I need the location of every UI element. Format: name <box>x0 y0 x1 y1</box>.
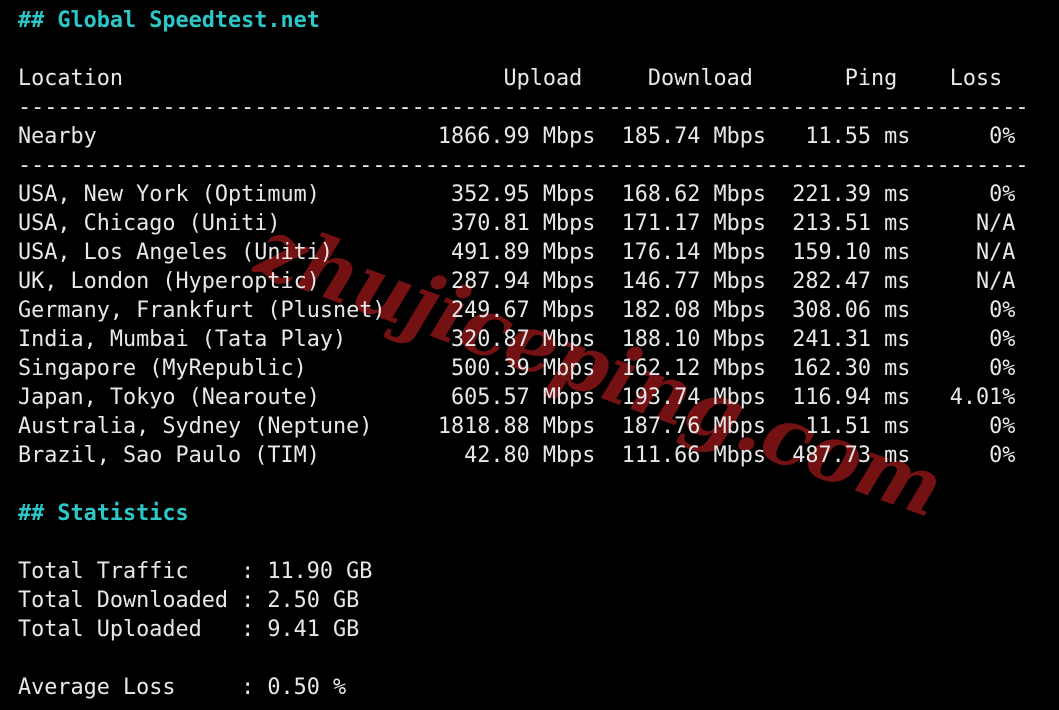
stat-line: Total Uploaded : 9.41 GB <box>18 617 360 642</box>
table-divider: ----------------------------------------… <box>18 153 1029 178</box>
blank-line <box>18 644 1028 673</box>
table-row: UK, London (Hyperoptic) 287.94 Mbps 146.… <box>18 269 1016 294</box>
table-divider: ----------------------------------------… <box>18 95 1029 120</box>
table-row: USA, Chicago (Uniti) 370.81 Mbps 171.17 … <box>18 211 1016 236</box>
table-row-nearby: Nearby 1866.99 Mbps 185.74 Mbps 11.55 ms… <box>18 124 1016 149</box>
table-row: USA, New York (Optimum) 352.95 Mbps 168.… <box>18 182 1016 207</box>
blank-line <box>18 35 1028 64</box>
stat-line-average-loss: Average Loss : 0.50 % <box>18 675 347 700</box>
section-heading-speedtest: ## Global Speedtest.net <box>18 8 320 33</box>
table-row: Brazil, Sao Paulo (TIM) 42.80 Mbps 111.6… <box>18 443 1016 468</box>
terminal-output: ## Global Speedtest.net Location Upload D… <box>18 6 1028 702</box>
table-header: Location Upload Download Ping Loss <box>18 66 1003 91</box>
blank-line <box>18 528 1028 557</box>
table-row: India, Mumbai (Tata Play) 320.87 Mbps 18… <box>18 327 1016 352</box>
section-heading-statistics: ## Statistics <box>18 501 189 526</box>
stat-line: Total Traffic : 11.90 GB <box>18 559 373 584</box>
table-row: Japan, Tokyo (Nearoute) 605.57 Mbps 193.… <box>18 385 1016 410</box>
blank-line <box>18 470 1028 499</box>
table-row: Germany, Frankfurt (Plusnet) 249.67 Mbps… <box>18 298 1016 323</box>
table-row: USA, Los Angeles (Uniti) 491.89 Mbps 176… <box>18 240 1016 265</box>
table-row: Singapore (MyRepublic) 500.39 Mbps 162.1… <box>18 356 1016 381</box>
table-row: Australia, Sydney (Neptune) 1818.88 Mbps… <box>18 414 1016 439</box>
stat-line: Total Downloaded : 2.50 GB <box>18 588 360 613</box>
